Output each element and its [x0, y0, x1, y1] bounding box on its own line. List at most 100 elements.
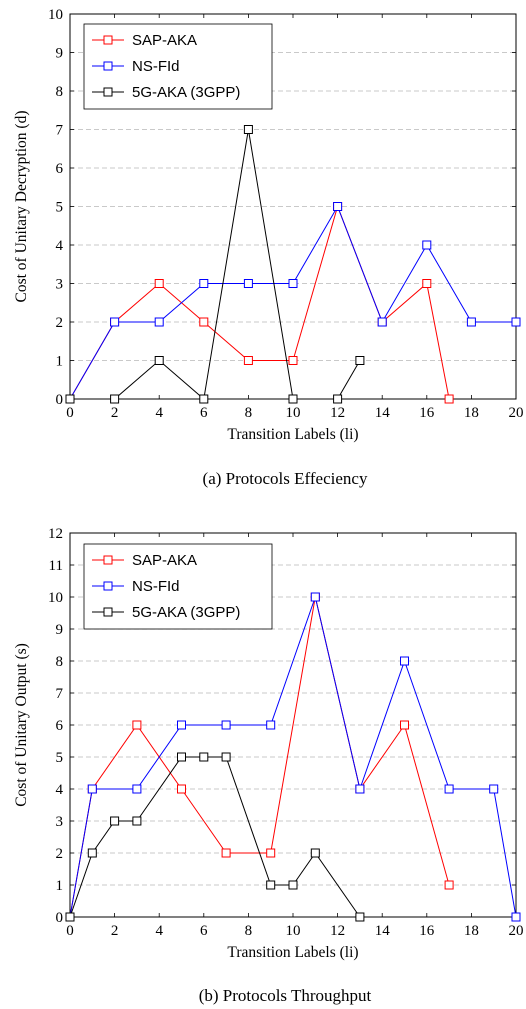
legend-label: 5G-AKA (3GPP) — [132, 604, 240, 621]
x-tick-label: 16 — [419, 923, 435, 939]
data-point — [355, 784, 365, 794]
data-point — [177, 720, 186, 730]
y-tick-label: 5 — [56, 750, 64, 766]
data-point — [177, 752, 186, 762]
y-tick-label: 11 — [49, 558, 63, 574]
data-point — [422, 279, 432, 288]
series-line-ns-fid — [69, 595, 517, 918]
data-point — [221, 720, 231, 730]
legend-marker — [103, 61, 113, 71]
y-axis-label: Cost of Unitary Output (s) — [13, 643, 30, 807]
x-tick-label: 6 — [200, 405, 208, 421]
y-tick-label: 1 — [56, 878, 64, 894]
data-point — [444, 880, 454, 890]
data-point — [199, 317, 209, 327]
y-tick-label: 4 — [56, 782, 64, 798]
data-point — [288, 394, 298, 404]
data-point — [199, 279, 209, 288]
x-tick-label: 2 — [111, 405, 119, 421]
data-point — [466, 317, 476, 327]
data-point — [310, 592, 320, 602]
legend-marker — [103, 35, 113, 45]
y-tick-label: 4 — [56, 238, 64, 254]
data-point — [511, 912, 521, 922]
legend-label: SAP-AKA — [132, 552, 197, 569]
data-point — [221, 752, 231, 762]
data-point — [199, 752, 209, 762]
data-point — [243, 279, 253, 288]
x-tick-label: 2 — [111, 923, 119, 939]
data-point — [310, 848, 320, 858]
y-tick-label: 6 — [56, 161, 64, 177]
data-point — [333, 394, 343, 404]
data-point — [65, 912, 75, 922]
legend-label: 5G-AKA (3GPP) — [132, 84, 240, 101]
x-tick-label: 8 — [245, 405, 253, 421]
y-tick-label: 9 — [56, 622, 64, 638]
data-point — [288, 356, 298, 365]
x-tick-label: 20 — [509, 923, 524, 939]
data-point — [288, 880, 298, 890]
x-tick-label: 4 — [155, 923, 163, 939]
y-tick-label: 8 — [56, 84, 64, 100]
chart-caption: (b) Protocols Throughput — [199, 986, 372, 1005]
legend-marker — [103, 581, 113, 591]
data-point — [355, 912, 365, 922]
data-point — [132, 816, 142, 826]
data-point — [266, 848, 276, 858]
y-axis-label: Cost of Unitary Decryption (d) — [13, 111, 30, 303]
y-tick-label: 7 — [56, 686, 64, 702]
x-tick-label: 10 — [286, 405, 301, 421]
data-point — [266, 720, 276, 730]
x-tick-label: 20 — [509, 405, 524, 421]
x-tick-label: 10 — [286, 923, 301, 939]
x-tick-label: 0 — [66, 923, 74, 939]
y-tick-label: 0 — [56, 392, 64, 408]
data-point — [377, 317, 387, 327]
y-tick-label: 9 — [56, 46, 64, 62]
data-point — [400, 656, 409, 666]
data-point — [87, 784, 97, 794]
y-tick-label: 2 — [56, 846, 64, 862]
x-tick-label: 4 — [155, 405, 163, 421]
x-tick-label: 18 — [464, 405, 479, 421]
chart-caption: (a) Protocols Effeciency — [203, 469, 368, 488]
y-tick-label: 8 — [56, 654, 64, 670]
data-point — [154, 317, 164, 327]
y-tick-label: 1 — [56, 354, 64, 370]
data-point — [110, 816, 120, 826]
x-axis-label: Transition Labels (li) — [227, 944, 358, 961]
data-point — [154, 279, 164, 288]
data-point — [110, 394, 120, 404]
data-point — [243, 125, 253, 134]
data-point — [489, 784, 499, 794]
legend-label: SAP-AKA — [132, 32, 197, 49]
x-tick-label: 12 — [330, 405, 345, 421]
y-tick-label: 5 — [56, 200, 64, 216]
data-point — [154, 356, 164, 365]
data-point — [199, 394, 209, 404]
y-tick-label: 10 — [48, 7, 63, 23]
y-tick-label: 2 — [56, 315, 64, 331]
y-tick-label: 0 — [56, 910, 64, 926]
data-point — [288, 279, 298, 288]
data-point — [177, 784, 186, 794]
data-point — [110, 317, 120, 327]
y-tick-label: 6 — [56, 718, 64, 734]
data-point — [87, 848, 97, 858]
y-tick-label: 3 — [56, 814, 64, 830]
y-tick-label: 7 — [56, 123, 64, 139]
legend: SAP-AKA NS-FId 5G-AKA (3GPP) — [83, 543, 273, 630]
legend: SAP-AKA NS-FId 5G-AKA (3GPP) — [83, 23, 273, 110]
data-point — [333, 202, 343, 211]
data-point — [132, 720, 142, 730]
legend-marker — [103, 607, 113, 617]
x-tick-label: 6 — [200, 923, 208, 939]
y-tick-label: 10 — [48, 590, 63, 606]
data-point — [243, 356, 253, 365]
legend-marker — [103, 87, 113, 97]
legend-label: NS-FId — [132, 58, 180, 75]
data-point — [422, 240, 432, 250]
